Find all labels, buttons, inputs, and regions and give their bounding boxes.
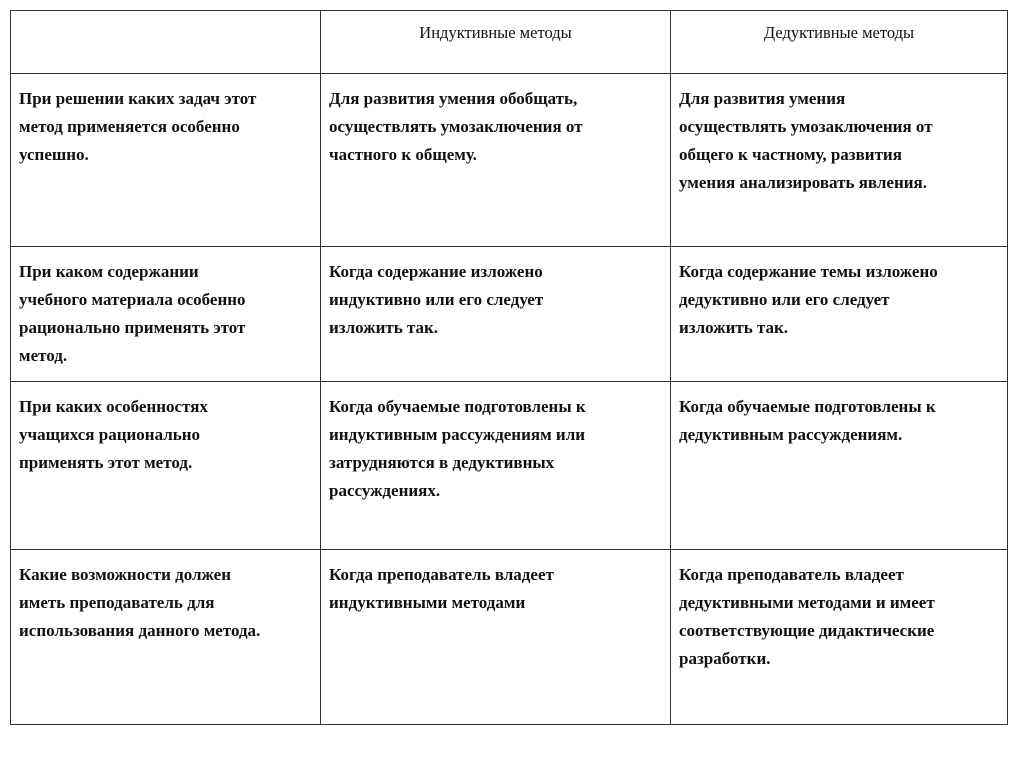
inductive-cell: Когда преподаватель владеет индуктивными… bbox=[320, 549, 671, 725]
question-cell: При каком содержании учебного материала … bbox=[10, 246, 321, 382]
inductive-cell: Когда обучаемые подготовлены к индуктивн… bbox=[320, 381, 671, 550]
comparison-table: Индуктивные методы Дедуктивные методы Пр… bbox=[10, 10, 1008, 725]
header-cell-empty bbox=[10, 10, 321, 74]
table-row: При решении каких задач этот метод приме… bbox=[10, 73, 1008, 247]
inductive-cell: Для развития умения обобщать, осуществля… bbox=[320, 73, 671, 247]
question-cell: При решении каких задач этот метод приме… bbox=[10, 73, 321, 247]
header-deductive: Дедуктивные методы bbox=[670, 10, 1008, 74]
deductive-cell: Когда содержание темы изложено дедуктивн… bbox=[670, 246, 1008, 382]
deductive-cell: Для развития умения осуществлять умозакл… bbox=[670, 73, 1008, 247]
deductive-cell: Когда обучаемые подготовлены к дедуктивн… bbox=[670, 381, 1008, 550]
table-row: При каком содержании учебного материала … bbox=[10, 246, 1008, 382]
question-cell: При каких особенностях учащихся рационал… bbox=[10, 381, 321, 550]
table-row: При каких особенностях учащихся рационал… bbox=[10, 381, 1008, 550]
header-row: Индуктивные методы Дедуктивные методы bbox=[10, 10, 1008, 74]
question-cell: Какие возможности должен иметь преподава… bbox=[10, 549, 321, 725]
deductive-cell: Когда преподаватель владеет дедуктивными… bbox=[670, 549, 1008, 725]
header-inductive: Индуктивные методы bbox=[320, 10, 671, 74]
table-row: Какие возможности должен иметь преподава… bbox=[10, 549, 1008, 725]
inductive-cell: Когда содержание изложено индуктивно или… bbox=[320, 246, 671, 382]
